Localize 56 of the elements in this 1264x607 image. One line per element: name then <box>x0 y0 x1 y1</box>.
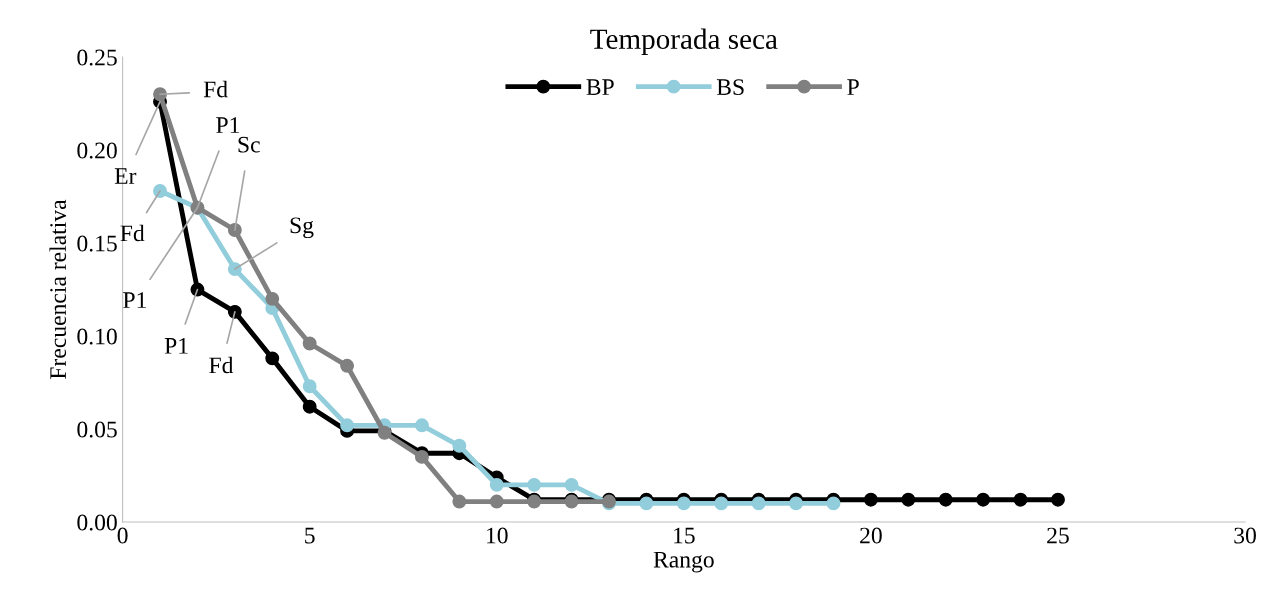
y-tick-label: 0.10 <box>77 328 117 345</box>
annotation: Fd <box>209 356 234 374</box>
point <box>826 496 841 511</box>
point <box>789 496 804 511</box>
y-axis-title: Frecuencia relativa <box>49 199 67 379</box>
point <box>340 418 355 433</box>
y-tick-label: 0.00 <box>77 514 117 531</box>
point <box>227 262 242 277</box>
point <box>452 438 467 453</box>
annotation: Fd <box>120 224 145 242</box>
legend-label: P <box>847 79 859 95</box>
annotation: P1 <box>123 292 146 308</box>
y-tick-label: 0.15 <box>77 235 117 252</box>
x-tick-label: 10 <box>487 527 508 544</box>
x-tick-label: 30 <box>1234 527 1256 544</box>
point <box>302 379 317 394</box>
point <box>1051 492 1065 507</box>
point <box>901 492 916 507</box>
point <box>489 477 504 492</box>
point <box>938 492 953 507</box>
y-tick-label: 0.25 <box>77 49 117 66</box>
point <box>639 496 654 511</box>
annotation: Sc <box>238 136 260 153</box>
point <box>265 291 280 306</box>
legend-label: BP <box>586 79 614 95</box>
x-axis-title: Rango <box>653 551 714 573</box>
point <box>452 494 467 509</box>
point <box>976 492 991 507</box>
point <box>340 358 355 373</box>
x-tick-label: 5 <box>305 527 315 544</box>
x-tick-label: 25 <box>1047 527 1069 544</box>
point <box>227 304 242 319</box>
point <box>863 492 878 507</box>
annotation: P1 <box>216 117 240 133</box>
point <box>489 494 504 509</box>
annotation: Er <box>114 168 137 184</box>
x-tick-label: 15 <box>674 527 695 544</box>
point <box>1013 492 1028 507</box>
annotation: Fd <box>203 80 228 98</box>
y-tick-label: 0.05 <box>77 421 117 438</box>
point <box>676 496 691 511</box>
point <box>527 477 542 492</box>
legend-label: BS <box>716 79 744 96</box>
x-tick-label: 0 <box>117 527 128 544</box>
chart-title: Temporada seca <box>590 28 778 55</box>
point <box>564 477 579 492</box>
point <box>302 336 317 351</box>
annotation: Sg <box>290 217 314 239</box>
annotation: P1 <box>164 337 188 354</box>
x-tick-label: 20 <box>860 527 882 544</box>
point <box>265 351 280 366</box>
point <box>302 399 317 414</box>
y-tick-label: 0.20 <box>77 142 117 159</box>
point <box>414 418 429 433</box>
point <box>714 496 729 511</box>
point <box>751 496 766 511</box>
